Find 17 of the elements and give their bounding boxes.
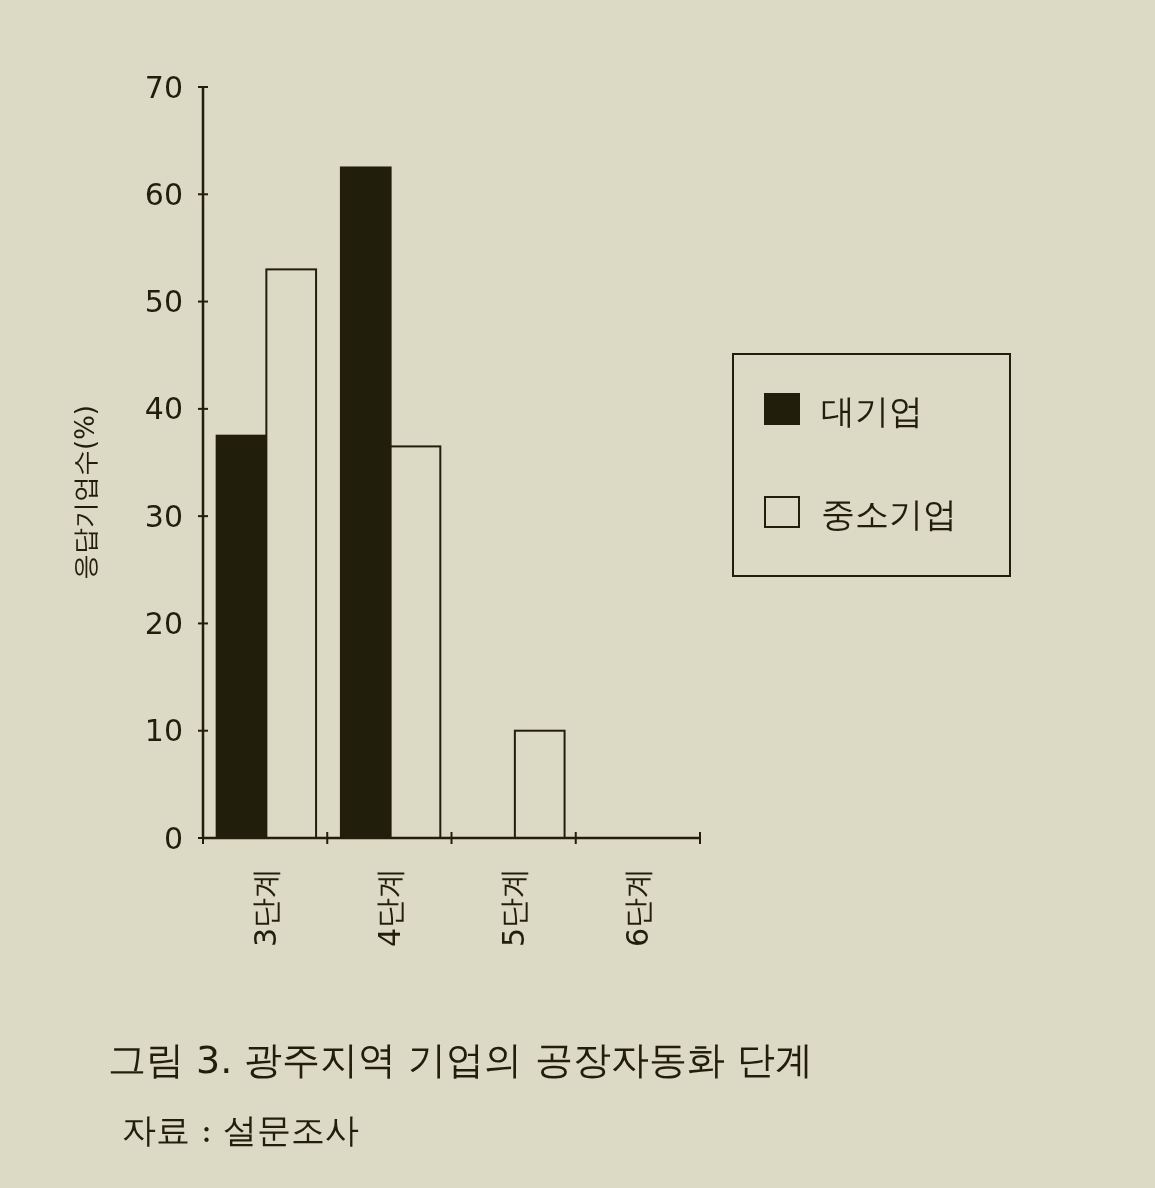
y-axis-title: 응답기업수(%) (70, 405, 101, 580)
y-tick-label: 0 (163, 820, 183, 856)
x-tick-label: 6단계 (620, 868, 656, 948)
y-tick-label: 70 (144, 69, 183, 105)
y-tick-label: 20 (144, 605, 183, 641)
x-tick-label: 5단계 (496, 868, 532, 948)
text: 그림 3. 광주지역 기업의 공장자동화 단계 (108, 1038, 813, 1083)
y-tick-label: 30 (144, 498, 183, 534)
y-tick-label: 50 (144, 284, 183, 320)
y-tick-label: 10 (144, 713, 183, 749)
x-tick-label: 4단계 (371, 868, 407, 948)
y-tick-label: 60 (144, 176, 183, 212)
x-tick-label: 3단계 (247, 868, 283, 948)
legend-label: 중소기업 (821, 493, 957, 534)
y-tick-label: 40 (144, 391, 183, 427)
legend-label: 대기업 (821, 390, 923, 431)
text: 자료 : 설문조사 (122, 1109, 360, 1150)
